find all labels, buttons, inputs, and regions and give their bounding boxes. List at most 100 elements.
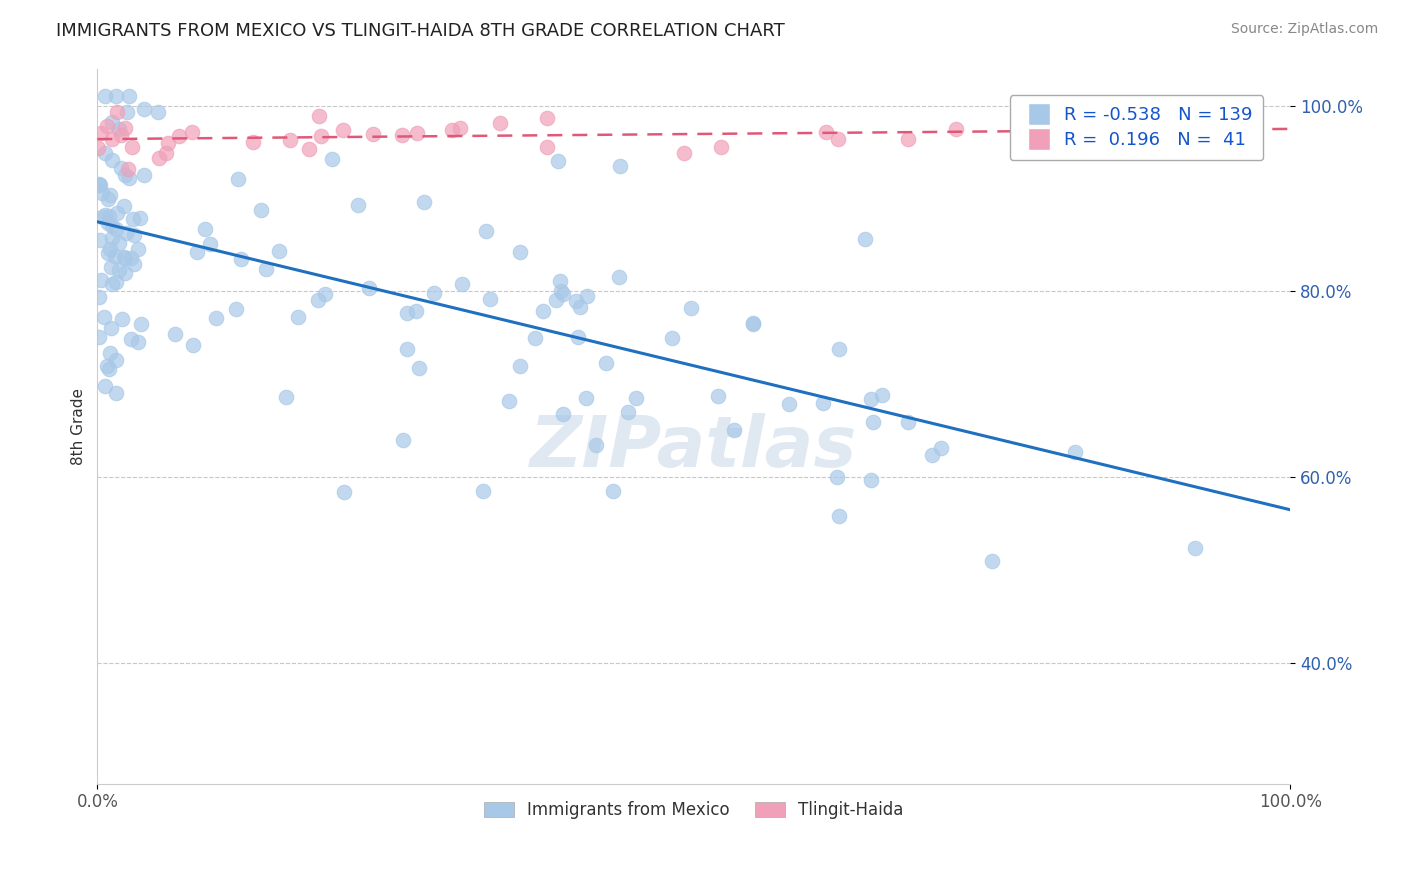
Point	[94, 89, 117, 103]
Point	[105, 205, 128, 219]
Point	[100, 219, 122, 233]
Point	[308, 109, 330, 123]
Point	[87, 178, 110, 193]
Point	[122, 257, 145, 271]
Point	[710, 140, 733, 154]
Point	[89, 233, 111, 247]
Point	[897, 415, 920, 429]
Point	[860, 392, 883, 407]
Point	[314, 287, 336, 301]
Point	[101, 115, 124, 129]
Point	[531, 304, 554, 318]
Point	[498, 393, 520, 408]
Text: ZIPatlas: ZIPatlas	[530, 413, 858, 482]
Point	[440, 123, 463, 137]
Point	[97, 216, 120, 230]
Point	[392, 433, 415, 447]
Point	[479, 292, 502, 306]
Point	[321, 152, 343, 166]
Point	[120, 332, 142, 346]
Point	[100, 321, 122, 335]
Point	[550, 285, 572, 299]
Point	[813, 396, 835, 410]
Point	[111, 311, 134, 326]
Point	[186, 245, 208, 260]
Point	[396, 306, 419, 320]
Point	[332, 123, 354, 137]
Point	[450, 277, 472, 292]
Point	[98, 362, 121, 376]
Point	[681, 301, 703, 315]
Point	[163, 327, 186, 342]
Point	[853, 232, 876, 246]
Point	[1017, 136, 1039, 150]
Point	[122, 228, 145, 243]
Point	[311, 129, 333, 144]
Point	[488, 116, 510, 130]
Point	[128, 211, 150, 226]
Point	[602, 483, 624, 498]
Point	[361, 127, 384, 141]
Point	[624, 391, 647, 405]
Point	[396, 342, 419, 356]
Point	[104, 249, 127, 263]
Point	[609, 159, 631, 173]
Point	[408, 360, 430, 375]
Point	[347, 198, 370, 212]
Point	[98, 188, 121, 202]
Point	[132, 168, 155, 182]
Point	[862, 415, 884, 429]
Point	[661, 331, 683, 345]
Point	[97, 209, 120, 223]
Point	[204, 310, 226, 325]
Point	[423, 285, 446, 300]
Point	[1171, 128, 1194, 142]
Point	[413, 194, 436, 209]
Point	[778, 397, 800, 411]
Point	[129, 318, 152, 332]
Point	[96, 359, 118, 373]
Point	[96, 119, 118, 133]
Point	[575, 391, 598, 405]
Point	[104, 386, 127, 401]
Point	[108, 236, 131, 251]
Point	[1136, 118, 1159, 132]
Point	[114, 168, 136, 182]
Point	[814, 125, 837, 139]
Point	[607, 270, 630, 285]
Point	[117, 162, 139, 177]
Point	[1219, 129, 1241, 144]
Point	[550, 274, 572, 288]
Point	[1184, 541, 1206, 556]
Point	[1243, 123, 1265, 137]
Point	[94, 379, 117, 393]
Point	[568, 300, 591, 314]
Point	[551, 286, 574, 301]
Point	[87, 178, 110, 192]
Point	[101, 277, 124, 291]
Point	[595, 356, 617, 370]
Point	[114, 251, 136, 265]
Point	[827, 132, 849, 146]
Point	[110, 128, 132, 142]
Point	[825, 469, 848, 483]
Point	[91, 211, 114, 225]
Point	[127, 242, 149, 256]
Point	[181, 338, 204, 352]
Point	[242, 135, 264, 149]
Point	[547, 153, 569, 168]
Point	[250, 202, 273, 217]
Point	[551, 408, 574, 422]
Point	[298, 142, 321, 156]
Point	[391, 128, 413, 142]
Point	[118, 89, 141, 103]
Point	[155, 146, 177, 161]
Point	[90, 126, 112, 140]
Point	[87, 141, 110, 155]
Point	[132, 102, 155, 116]
Point	[405, 304, 427, 318]
Point	[981, 554, 1004, 568]
Point	[120, 251, 142, 265]
Point	[97, 192, 120, 206]
Point	[672, 146, 695, 161]
